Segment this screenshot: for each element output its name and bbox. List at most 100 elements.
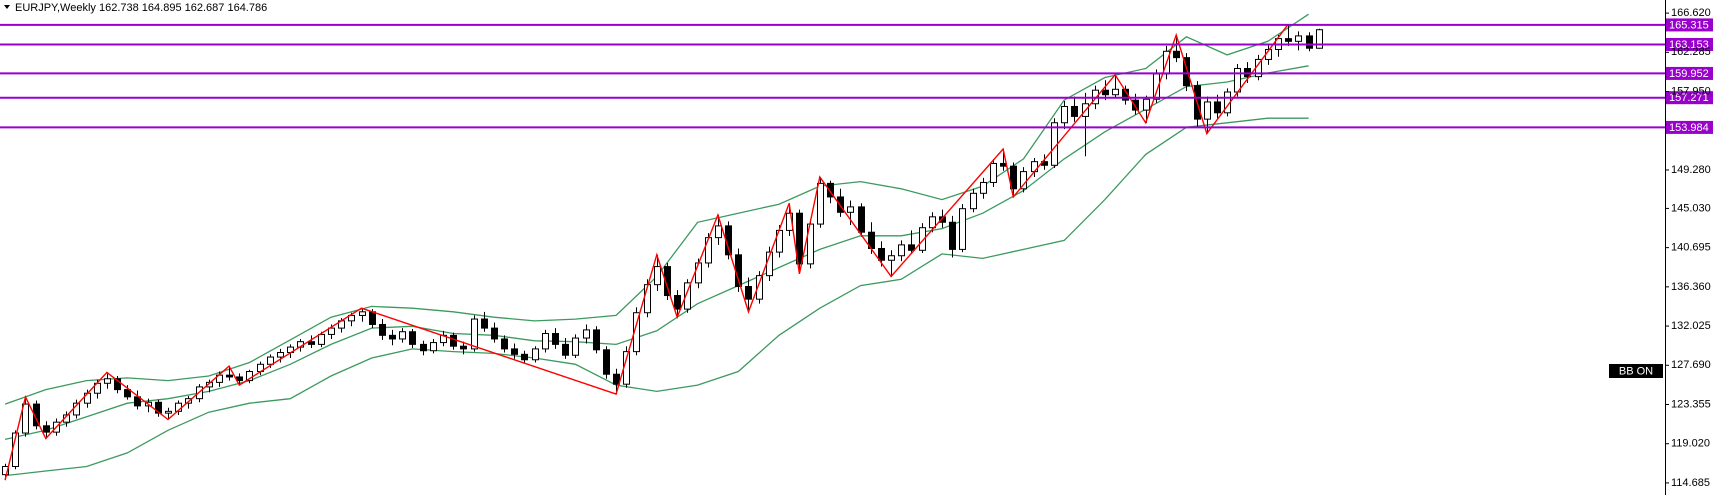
candle-body <box>1071 105 1078 117</box>
candle-body <box>33 403 40 427</box>
candle-body <box>837 196 844 213</box>
candle-body <box>919 227 926 251</box>
level-badge <box>1666 18 1713 32</box>
candle-body <box>908 244 915 251</box>
candle-body <box>318 333 325 345</box>
candle-body <box>847 206 854 213</box>
candle-body <box>939 216 946 223</box>
y-tick-label: 140.695 <box>1671 242 1711 254</box>
close-price: 164.786 <box>227 2 267 14</box>
level-label: 159.952 <box>1669 68 1709 80</box>
candle-body <box>827 182 834 198</box>
level-badge <box>1666 66 1713 80</box>
candle-body <box>562 343 569 356</box>
level-label: 165.315 <box>1669 19 1709 31</box>
candles <box>2 24 1323 481</box>
y-tick-label: 132.025 <box>1671 320 1711 332</box>
candle-body <box>43 425 50 433</box>
header: EURJPY,Weekly 162.738 164.895 162.687 16… <box>15 2 267 14</box>
candle-body <box>430 342 437 352</box>
candle-body <box>1316 29 1323 49</box>
candle-body <box>1102 89 1109 96</box>
y-tick-label: 136.360 <box>1671 281 1711 293</box>
candle-body <box>1285 38 1292 42</box>
candle-body <box>552 333 559 345</box>
candle-body <box>674 295 681 310</box>
y-tick-label: 114.685 <box>1671 477 1710 489</box>
candle-body <box>481 318 488 329</box>
y-tick-label: 149.280 <box>1671 164 1711 176</box>
candle-body <box>949 221 956 250</box>
indicator-label: BB ON <box>1619 365 1653 377</box>
price-axis: 166.620 162.285 157.950 149.280 145.030 140.6… <box>1665 7 1711 489</box>
level-label: 153.984 <box>1669 122 1709 134</box>
candle-body <box>684 282 691 310</box>
y-tick-label: 157.950 <box>1671 85 1711 97</box>
candle-body <box>572 337 579 356</box>
candle-body <box>1204 101 1211 120</box>
candle-body <box>1295 35 1302 42</box>
candle-body <box>1173 50 1180 59</box>
candle-body <box>308 341 315 345</box>
indicator-badge <box>1609 364 1663 378</box>
candle-body <box>1061 105 1068 124</box>
candle-body <box>460 345 467 350</box>
candle-body <box>664 266 671 297</box>
candle-body <box>817 182 824 225</box>
candle-body <box>705 237 712 264</box>
candle-body <box>715 225 722 239</box>
candle-body <box>1183 57 1190 87</box>
candle-body <box>756 275 763 300</box>
candle-body <box>359 311 366 316</box>
candle-body <box>1306 35 1313 49</box>
candle-body <box>409 331 416 345</box>
level-badge <box>1666 91 1713 105</box>
candle-body <box>267 356 274 365</box>
candle-body <box>858 206 865 233</box>
candle-body <box>521 353 528 361</box>
y-tick-label: 145.030 <box>1671 202 1711 214</box>
candle-body <box>501 338 508 350</box>
zigzag-line <box>4 23 1289 481</box>
candle-body <box>165 410 172 414</box>
candle-body <box>970 192 977 210</box>
candle-body <box>369 311 376 325</box>
open-price: 162.738 <box>99 2 139 14</box>
candle-body <box>511 348 518 355</box>
candle-body <box>593 329 600 351</box>
bollinger-middle <box>4 65 1309 441</box>
candle-body <box>104 378 111 384</box>
candle-body <box>1112 88 1119 96</box>
candle-body <box>226 374 233 378</box>
symbol: EURJPY,Weekly <box>15 2 96 14</box>
candle-body <box>399 331 406 340</box>
candle-body <box>420 343 427 352</box>
candle-body <box>277 352 284 358</box>
bollinger-lower <box>5 117 1309 477</box>
candle-body <box>236 376 243 382</box>
candle-body <box>532 348 539 361</box>
y-tick-label: 119.020 <box>1671 438 1710 450</box>
y-tick-label: 127.690 <box>1671 359 1711 371</box>
candle-body <box>124 389 131 398</box>
y-tick-label: 166.620 <box>1671 7 1711 19</box>
candle-body <box>114 378 121 391</box>
candle-body <box>1010 165 1017 190</box>
candle-body <box>328 327 335 335</box>
y-tick-label: 162.285 <box>1671 46 1711 58</box>
y-tick-label: 123.355 <box>1671 398 1711 410</box>
candle-body <box>471 318 478 350</box>
levels: 165.315 163.153 159.952 157.271 153.984 <box>0 18 1713 134</box>
level-label: 163.153 <box>1669 39 1709 51</box>
candle-body <box>603 349 610 375</box>
candle-body <box>888 255 895 261</box>
candle-body <box>1132 99 1139 111</box>
candle-body <box>745 285 752 300</box>
menu-triangle[interactable] <box>4 5 10 9</box>
candle-body <box>491 327 498 340</box>
level-badge <box>1666 37 1713 51</box>
candle-body <box>583 329 590 339</box>
candle-body <box>389 334 396 340</box>
